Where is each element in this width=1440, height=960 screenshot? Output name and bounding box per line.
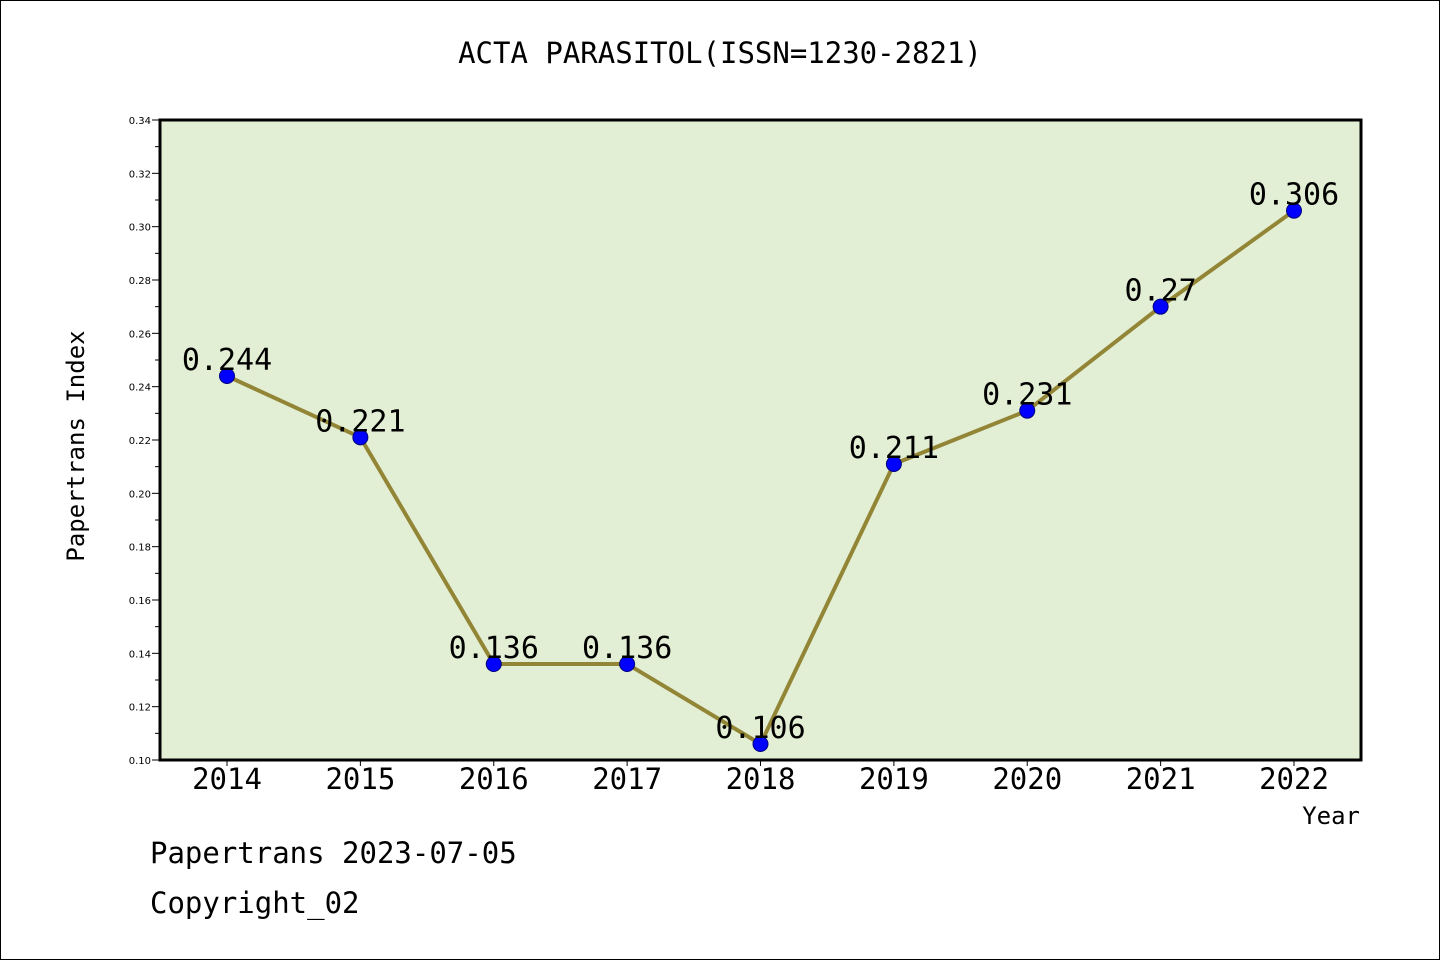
data-label: 0.136 <box>449 631 539 666</box>
y-tick-label: 0.32 <box>129 169 151 180</box>
x-tick-label: 2014 <box>192 762 262 796</box>
x-tick-label: 2020 <box>992 762 1062 796</box>
y-tick-label: 0.16 <box>129 596 151 607</box>
data-label: 0.231 <box>982 378 1072 413</box>
data-point <box>219 368 235 384</box>
data-point <box>1286 202 1302 219</box>
data-point <box>485 656 502 672</box>
x-tick-label: 2017 <box>592 762 662 796</box>
plot-border <box>158 118 1363 762</box>
y-axis: 0.10 0.12 0.14 0.16 0.18 0.20 0.22 0.24 0.26 0.28… <box>129 116 160 767</box>
y-tick-label: 0.12 <box>129 703 151 714</box>
footer-copyright: Copyright_02 <box>150 886 360 920</box>
data-label: 0.106 <box>715 711 805 746</box>
y-tick-label: 0.30 <box>129 223 151 234</box>
y-tick-label: 0.28 <box>129 276 151 287</box>
data-point <box>1152 298 1169 315</box>
data-label: 0.211 <box>849 431 939 466</box>
y-axis-label: Papertrans Index <box>62 330 90 562</box>
x-axis: 2014 2015 2016 2017 2018 2019 2020 2021 2022 <box>192 760 1329 796</box>
data-point <box>352 429 369 446</box>
data-point <box>752 736 769 752</box>
plot-area <box>160 120 1361 760</box>
y-tick-label: 0.34 <box>129 116 151 127</box>
data-label: 0.306 <box>1249 178 1339 213</box>
y-tick-label: 0.10 <box>129 756 151 767</box>
data-label: 0.136 <box>582 631 672 666</box>
y-tick-label: 0.22 <box>129 436 151 447</box>
x-tick-label: 2015 <box>325 762 395 796</box>
x-axis-label: Year <box>1302 802 1360 830</box>
data-point <box>619 656 636 672</box>
data-label: 0.244 <box>182 343 272 378</box>
x-tick-label: 2022 <box>1259 762 1329 796</box>
data-points <box>219 202 1302 752</box>
footer-date: Papertrans 2023-07-05 <box>150 836 517 870</box>
data-point <box>885 456 902 472</box>
y-tick-label: 0.24 <box>129 383 151 394</box>
y-tick-label: 0.18 <box>129 543 151 554</box>
y-tick-label: 0.14 <box>129 649 151 660</box>
chart-title: ACTA PARASITOL(ISSN=1230-2821) <box>458 36 982 70</box>
x-tick-label: 2021 <box>1126 762 1196 796</box>
x-tick-label: 2019 <box>859 762 929 796</box>
data-point <box>1019 402 1036 419</box>
y-tick-label: 0.20 <box>129 489 151 500</box>
data-label: 0.221 <box>315 404 405 439</box>
data-labels: 0.244 0.221 0.136 0.136 0.106 0.211 0.231 0.27 0… <box>182 178 1339 746</box>
data-label: 0.27 <box>1125 274 1197 309</box>
x-tick-label: 2018 <box>726 762 796 796</box>
x-tick-label: 2016 <box>459 762 529 796</box>
y-tick-label: 0.26 <box>129 329 151 340</box>
